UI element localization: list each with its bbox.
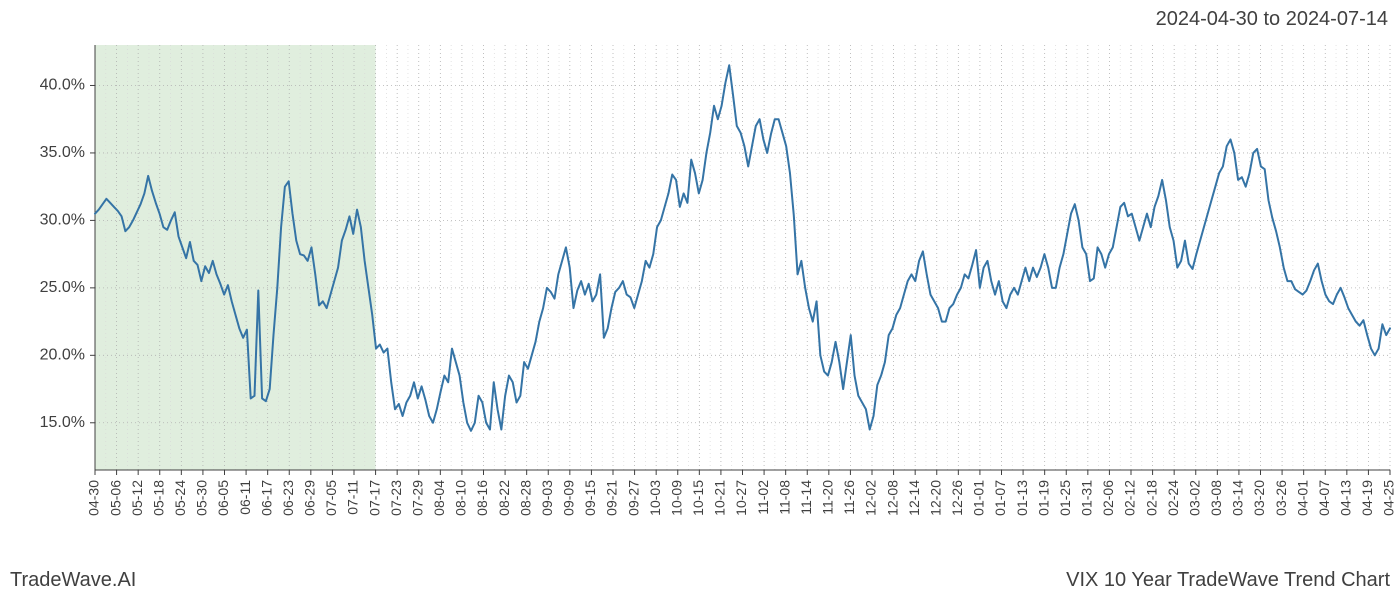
x-tick-label: 06-11 [237,480,253,515]
x-tick-label: 01-25 [1057,480,1073,516]
x-tick-label: 07-29 [409,480,425,516]
x-tick-label: 10-21 [712,480,728,516]
x-tick-label: 09-27 [625,480,641,516]
x-tick-label: 07-05 [323,480,339,516]
x-tick-label: 01-31 [1079,480,1095,516]
y-tick-label: 40.0% [40,77,85,94]
x-tick-label: 04-25 [1381,480,1397,516]
x-tick-label: 04-01 [1294,480,1310,516]
x-tick-label: 03-08 [1208,480,1224,516]
x-tick-label: 11-02 [755,480,771,515]
x-tick-label: 04-07 [1316,480,1332,516]
x-tick-label: 03-20 [1251,480,1267,516]
x-tick-label: 12-02 [863,480,879,516]
x-tick-label: 12-20 [927,480,943,516]
x-tick-label: 06-29 [302,480,318,516]
x-tick-label: 03-26 [1273,480,1289,516]
x-tick-label: 01-07 [992,480,1008,516]
x-tick-label: 11-14 [798,480,814,515]
x-tick-label: 02-24 [1165,480,1181,516]
y-tick-label: 15.0% [40,414,85,431]
x-tick-label: 08-16 [474,480,490,516]
x-tick-label: 09-09 [561,480,577,516]
x-tick-label: 04-19 [1359,480,1375,516]
x-tick-label: 09-21 [604,480,620,516]
x-tick-label: 04-13 [1338,480,1354,516]
y-tick-label: 30.0% [40,212,85,229]
x-tick-label: 10-09 [668,480,684,516]
x-tick-label: 08-10 [453,480,469,516]
x-tick-label: 08-04 [431,480,447,516]
x-tick-label: 02-06 [1100,480,1116,516]
line-chart: 04-30 05-06 05-12 05-18 05-24 05-30 06-05 06-11… [0,0,1400,600]
y-tick-label: 20.0% [40,347,85,364]
x-tick-label: 10-27 [733,480,749,516]
x-tick-label: 09-03 [539,480,555,516]
x-tick-label: 03-02 [1186,480,1202,516]
x-tick-label: 06-05 [215,480,231,516]
x-tick-label: 02-18 [1143,480,1159,516]
x-tick-label: 11-08 [776,480,792,515]
x-tick-label: 06-17 [258,480,274,516]
x-tick-label: 06-23 [280,480,296,516]
x-tick-label: 12-26 [949,480,965,516]
y-tick-label: 35.0% [40,144,85,161]
y-tick-label: 25.0% [40,279,85,296]
x-tick-label: 12-14 [906,480,922,516]
x-tick-label: 11-26 [841,480,857,515]
x-tick-label: 05-18 [150,480,166,516]
x-tick-label: 09-15 [582,480,598,516]
x-tick-label: 03-14 [1230,480,1246,516]
x-tick-label: 07-11 [345,480,361,515]
x-tick-label: 10-03 [647,480,663,516]
x-tick-label: 01-19 [1035,480,1051,516]
x-tick-label: 04-30 [86,480,102,516]
x-tick-label: 02-12 [1122,480,1138,516]
x-tick-label: 07-23 [388,480,404,516]
x-tick-label: 12-08 [884,480,900,516]
x-tick-label: 05-24 [172,480,188,516]
x-tick-label: 08-22 [496,480,512,516]
x-tick-label: 05-12 [129,480,145,516]
x-tick-label: 07-17 [366,480,382,516]
x-tick-label: 11-20 [820,480,836,515]
x-tick-label: 08-28 [517,480,533,516]
x-tick-label: 05-30 [194,480,210,516]
x-tick-label: 10-15 [690,480,706,516]
x-tick-label: 01-01 [971,480,987,516]
x-tick-label: 01-13 [1014,480,1030,516]
x-tick-label: 05-06 [107,480,123,516]
